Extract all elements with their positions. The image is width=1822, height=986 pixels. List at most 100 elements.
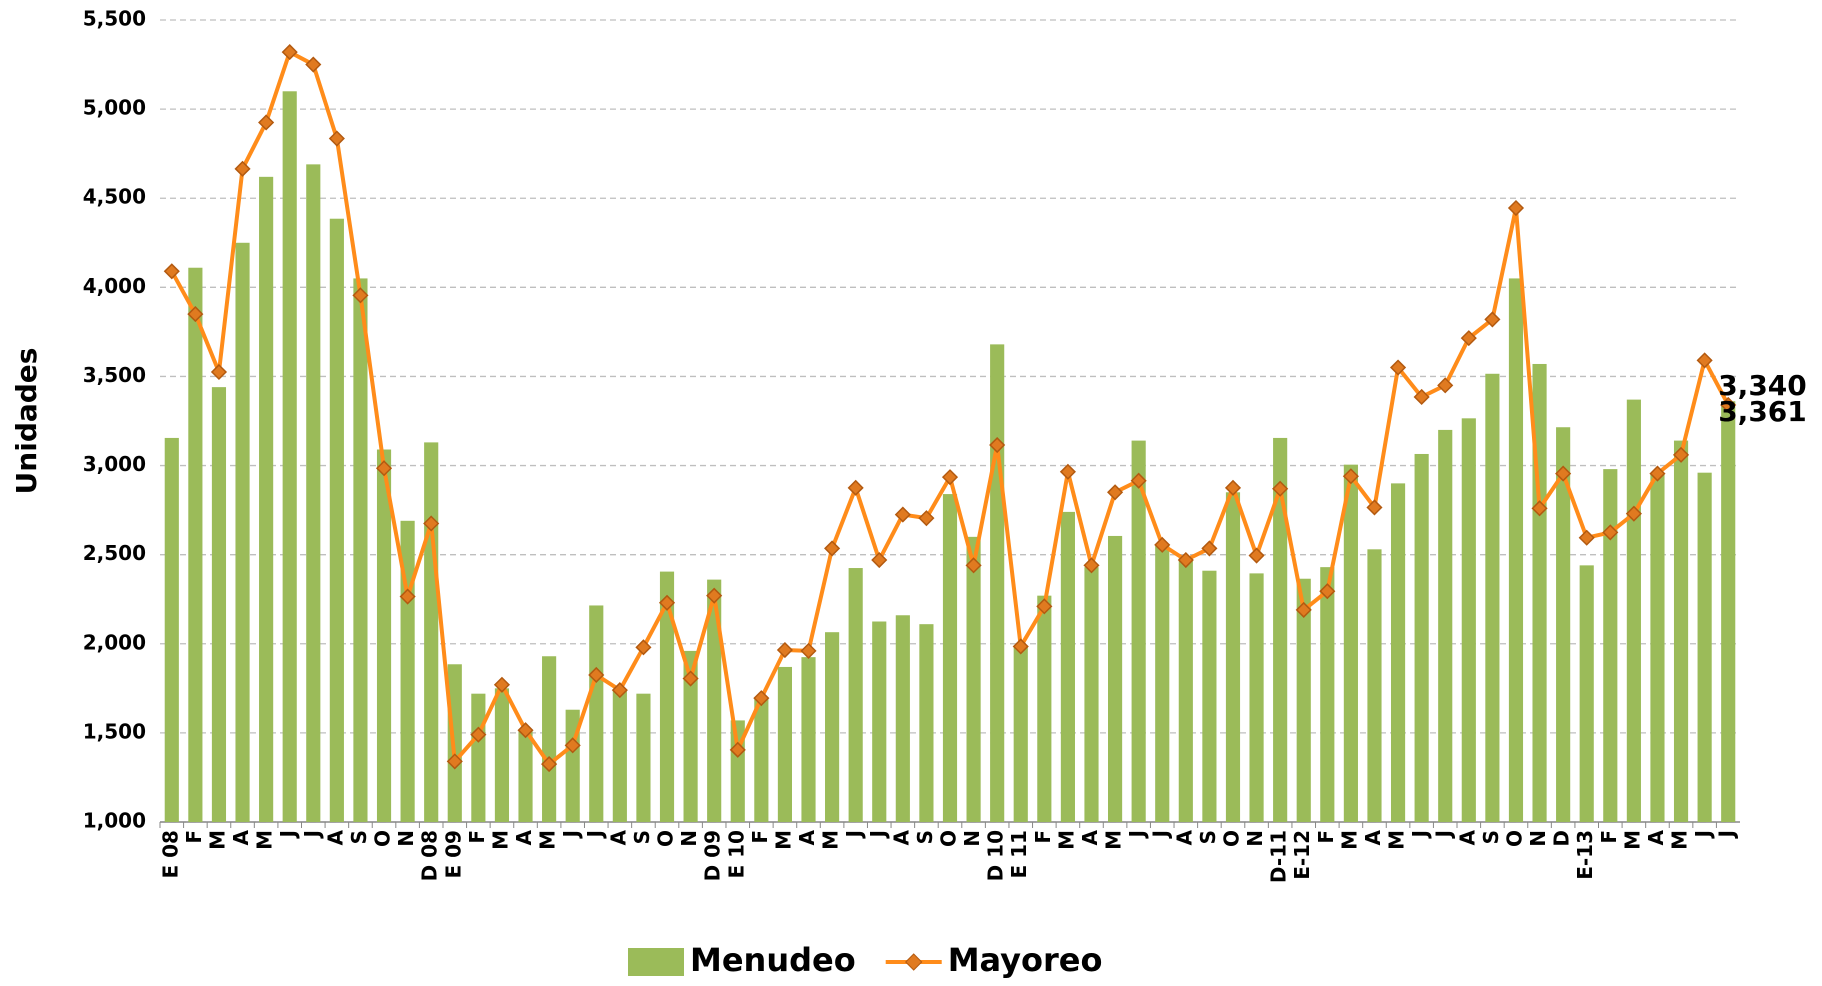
bar xyxy=(777,666,792,822)
marker xyxy=(423,515,440,532)
marker xyxy=(1154,536,1171,553)
x-tick-label: N xyxy=(960,830,984,847)
x-tick-label: F xyxy=(748,830,772,844)
x-tick-label: O xyxy=(1502,830,1526,847)
y-tick-label: 5,000 xyxy=(83,96,146,120)
marker xyxy=(564,737,581,754)
y-tick-label: 1,500 xyxy=(83,719,146,743)
bar xyxy=(211,387,227,822)
bar xyxy=(1461,418,1476,822)
marker xyxy=(517,722,534,739)
marker xyxy=(918,510,935,527)
x-tick-label: S xyxy=(347,830,371,844)
marker xyxy=(1036,598,1053,615)
x-tick-label: F xyxy=(1031,830,1055,844)
x-tick-label: E 08 xyxy=(158,830,182,878)
marker xyxy=(611,682,628,699)
bar xyxy=(1508,278,1524,822)
legend-label: Menudeo xyxy=(690,941,856,979)
bar xyxy=(966,536,981,822)
marker xyxy=(446,753,463,770)
marker xyxy=(1342,468,1359,485)
marker xyxy=(210,363,228,381)
marker xyxy=(1696,352,1713,369)
data-label: 3,361 xyxy=(1718,395,1807,428)
bar xyxy=(1343,464,1358,822)
bar xyxy=(329,218,344,822)
x-tick-label: O xyxy=(654,830,678,847)
x-tick-label: M xyxy=(205,830,229,850)
x-tick-label: F xyxy=(182,830,206,844)
marker xyxy=(281,44,298,61)
x-tick-label: D xyxy=(1550,830,1574,847)
bar xyxy=(1037,595,1052,822)
marker xyxy=(1201,540,1218,557)
bar xyxy=(1390,483,1406,822)
x-tick-label: A xyxy=(1361,829,1385,845)
x-tick-label: D 10 xyxy=(984,830,1008,881)
bar xyxy=(282,91,297,823)
x-tick-label: M xyxy=(1385,830,1409,850)
bar xyxy=(1673,440,1689,822)
bar xyxy=(518,729,533,822)
marker xyxy=(1177,551,1194,569)
marker xyxy=(871,551,888,569)
marker xyxy=(1389,359,1407,376)
marker xyxy=(658,594,676,611)
x-tick-label: M xyxy=(488,830,512,850)
x-tick-label: N xyxy=(1526,830,1550,847)
y-tick-label: 1,000 xyxy=(83,809,146,833)
bar xyxy=(1273,437,1288,822)
x-tick-label: A xyxy=(323,829,347,845)
bar xyxy=(353,278,368,822)
x-tick-label: O xyxy=(937,830,961,847)
marker xyxy=(399,588,416,605)
x-tick-label: E 10 xyxy=(724,830,748,878)
marker xyxy=(187,306,204,323)
x-tick-label: S xyxy=(1196,830,1220,844)
marker xyxy=(1107,484,1124,501)
marker xyxy=(588,666,605,684)
x-tick-label: J xyxy=(866,830,890,839)
x-tick-label: A xyxy=(889,829,913,845)
bar xyxy=(1603,469,1618,822)
marker xyxy=(847,479,864,496)
bar xyxy=(825,632,840,822)
marker xyxy=(635,639,652,656)
bar xyxy=(1721,401,1736,822)
y-tick-label: 2,500 xyxy=(83,541,146,565)
bar xyxy=(1202,570,1217,822)
bar xyxy=(683,650,698,822)
bar xyxy=(1579,565,1594,822)
bar xyxy=(1108,535,1123,822)
x-tick-label: S xyxy=(630,830,654,844)
y-tick-label: 4,000 xyxy=(83,274,146,298)
x-tick-label: J xyxy=(300,830,324,839)
x-tick-label: E 11 xyxy=(1007,830,1031,878)
x-tick-label: E 09 xyxy=(441,830,465,878)
x-tick-label: J xyxy=(276,830,300,839)
marker xyxy=(1578,529,1595,546)
marker xyxy=(989,436,1006,454)
data-label: 3,340 xyxy=(1718,369,1807,402)
marker xyxy=(234,160,251,177)
x-tick-label: J xyxy=(842,830,866,839)
bar xyxy=(1131,440,1146,822)
x-tick-label: D 08 xyxy=(418,830,442,881)
bar xyxy=(1084,567,1099,822)
bar xyxy=(1650,474,1665,822)
x-tick-label: J xyxy=(1715,830,1739,839)
y-tick-label: 5,500 xyxy=(83,7,146,31)
bar xyxy=(376,449,392,822)
bar xyxy=(471,693,486,822)
marker xyxy=(352,287,369,304)
marker xyxy=(541,756,558,773)
bar xyxy=(235,242,250,822)
marker xyxy=(375,460,393,477)
x-tick-label: E-13 xyxy=(1573,830,1597,880)
bar xyxy=(1249,573,1264,822)
x-tick-label: J xyxy=(1149,830,1173,839)
x-tick-label: F xyxy=(465,830,489,844)
x-tick-label: J xyxy=(583,830,607,839)
